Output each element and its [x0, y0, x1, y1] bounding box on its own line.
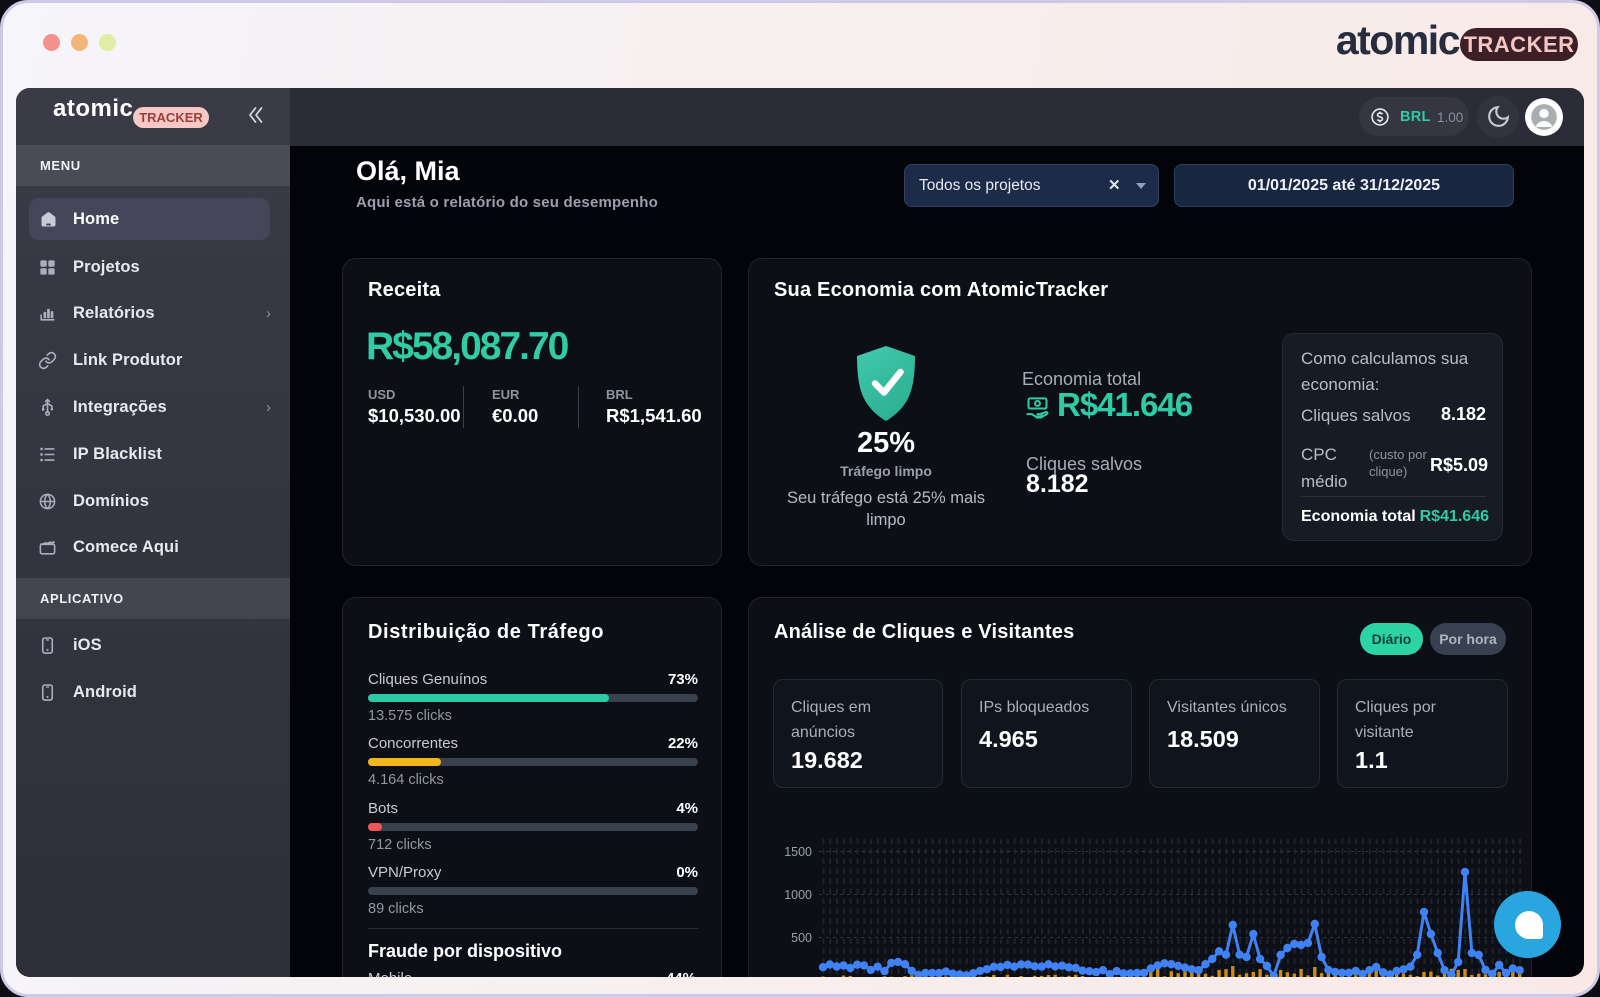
svg-text:1500: 1500: [784, 845, 812, 859]
svg-text:1000: 1000: [784, 888, 812, 902]
svg-text:500: 500: [791, 931, 812, 945]
